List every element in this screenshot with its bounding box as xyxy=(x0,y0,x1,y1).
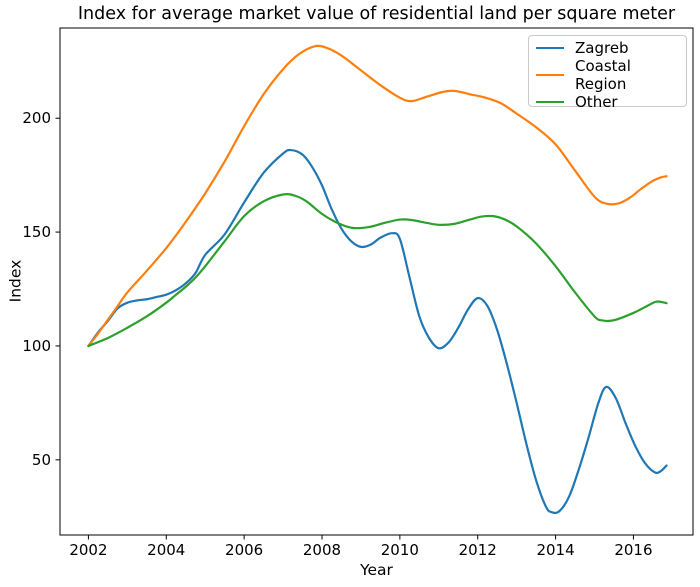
legend-label-other: Other xyxy=(575,93,618,111)
x-tick-label: 2002 xyxy=(69,541,107,559)
axes-spines xyxy=(59,27,694,536)
legend: Zagreb Coastal Region Other xyxy=(528,35,687,111)
x-tick-label: 2010 xyxy=(381,541,419,559)
series-line-coastal-region xyxy=(87,44,668,348)
y-tick-label: 200 xyxy=(22,109,51,127)
x-tick-label: 2014 xyxy=(536,541,574,559)
x-tick-label: 2016 xyxy=(614,541,652,559)
legend-label-coastal-region: Coastal Region xyxy=(575,57,631,93)
x-tick-label: 2012 xyxy=(459,541,497,559)
chart-title: Index for average market value of reside… xyxy=(77,4,676,24)
series-line-other xyxy=(87,193,668,348)
legend-item-coastal-region: Coastal Region xyxy=(536,57,678,93)
zagreb-line-swatch-icon xyxy=(536,47,564,49)
legend-item-zagreb: Zagreb xyxy=(536,39,678,57)
coastal-region-line-swatch-icon xyxy=(536,74,564,76)
x-axis-label: Year xyxy=(360,561,393,579)
other-line-swatch-icon xyxy=(536,101,564,103)
x-tick-label: 2006 xyxy=(225,541,263,559)
x-tick-label: 2008 xyxy=(303,541,341,559)
y-tick-label: 150 xyxy=(22,223,51,241)
y-tick-label: 100 xyxy=(22,337,51,355)
y-tick-label: 50 xyxy=(32,451,51,469)
x-tick-label: 2004 xyxy=(147,541,185,559)
legend-item-other: Other xyxy=(536,93,678,111)
legend-label-zagreb: Zagreb xyxy=(575,39,629,57)
series-line-zagreb xyxy=(87,148,668,515)
